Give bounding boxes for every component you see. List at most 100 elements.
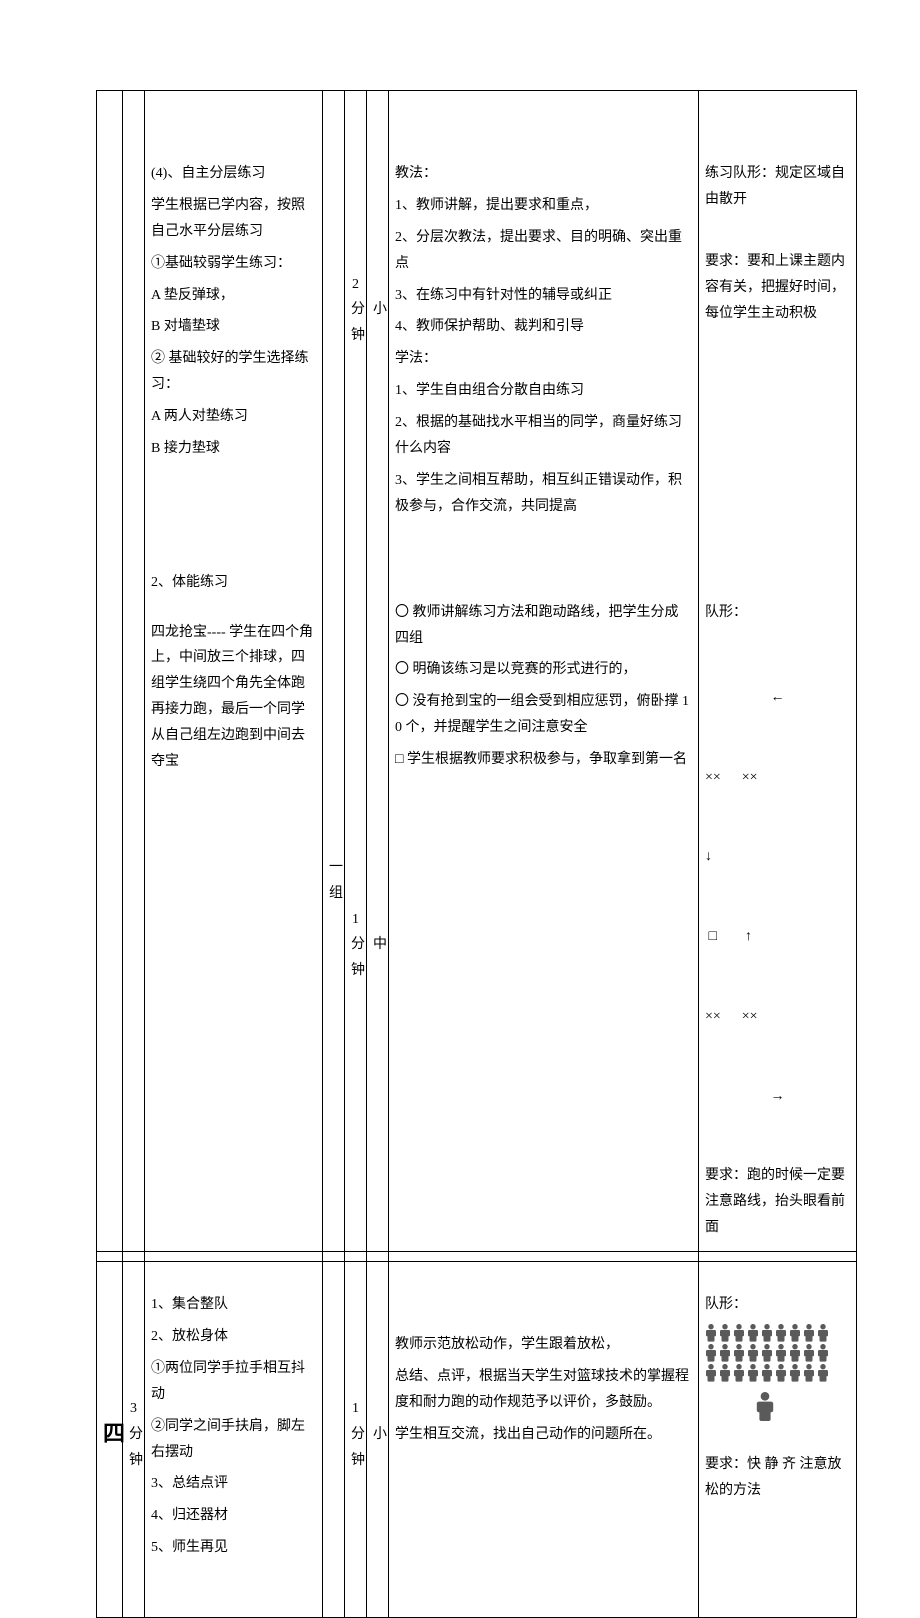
phase-number: 四 [103,1421,125,1446]
person-icon [789,1324,801,1342]
content-text: 2、放松身体 [151,1324,316,1350]
person-icon [761,1344,773,1362]
formation-line: ×× ×× [705,1004,850,1031]
person-icon [775,1344,787,1362]
page: (4)、自主分层练习 学生根据已学内容，按照自己水平分层练习 ①基础较弱学生练习… [0,0,920,1302]
learn-text: 2、根据的基础找水平相当的同学，商量好练习什么内容 [395,410,692,462]
formation-text: 练习队形：规定区域自由散开 [705,161,850,213]
intensity-cell: 小 [367,91,389,530]
intensity-text: 小 [373,297,382,323]
phase-cell: 四 [97,1252,123,1618]
intensity-text: 中 [373,932,382,958]
person-icon [733,1364,745,1382]
intensity-cell: 小 [367,1252,389,1618]
method-text: 4、教师保护帮助、裁判和引导 [395,314,692,340]
person-icon [747,1324,759,1342]
person-icon [761,1364,773,1382]
person-icon [705,1364,717,1382]
person-icon [705,1324,717,1342]
formation-req: 要求：快 静 齐 注意放松的方法 [705,1452,850,1504]
group-cell [323,1252,345,1618]
table-row: 2、体能练习 四龙抢宝---- 学生在四个角上，中间放三个排球，四组学生绕四个角… [97,530,857,1252]
content-text: ①两位同学手拉手相互抖动 [151,1356,316,1408]
person-icon [755,1392,775,1422]
method-cell: 教法： 1、教师讲解，提出要求和重点， 2、分层次教法，提出要求、目的明确、突出… [389,91,699,530]
person-icon [775,1324,787,1342]
content-text: 学生根据已学内容，按照自己水平分层练习 [151,193,316,245]
formation-line: ×× ×× [705,765,850,792]
person-icon [803,1364,815,1382]
content-text: 1、集合整队 [151,1292,316,1318]
person-icon [719,1364,731,1382]
method-cell: 〇 教师讲解练习方法和跑动路线，把学生分成四组 〇 明确该练习是以竞赛的形式进行… [389,530,699,1252]
content-text: ② 基础较好的学生选择练习： [151,346,316,398]
person-icon [775,1364,787,1382]
content-text: A 两人对垫练习 [151,404,316,430]
content-text: ①基础较弱学生练习： [151,251,316,277]
content-text: B 接力垫球 [151,436,316,462]
content-text: 四龙抢宝---- 学生在四个角上，中间放三个排球，四组学生绕四个角先全体跑再接力… [151,620,316,775]
formation-cell: 队形： 要求：快 静 齐 注意放松的方法 [699,1252,857,1618]
person-icon [789,1344,801,1362]
method-text: 2、分层次教法，提出要求、目的明确、突出重点 [395,225,692,277]
formation-title: 队形： [705,1292,850,1318]
method-cell: 教师示范放松动作，学生跟着放松， 总结、点评，根据当天学生对篮球技术的掌握程度和… [389,1252,699,1618]
content-text: 4、归还器材 [151,1503,316,1529]
phase-time-text: 3分钟 [129,1396,138,1474]
method-text: 学生相互交流，找出自己动作的问题所在。 [395,1422,692,1448]
person-icon [817,1324,829,1342]
content-cell: 2、体能练习 四龙抢宝---- 学生在四个角上，中间放三个排球，四组学生绕四个角… [145,530,323,1252]
intensity-cell: 中 [367,530,389,1252]
person-icon [733,1324,745,1342]
people-formation-icon [705,1324,850,1382]
phase-time-cell: 3分钟 [123,1252,145,1618]
content-cell: (4)、自主分层练习 学生根据已学内容，按照自己水平分层练习 ①基础较弱学生练习… [145,91,323,530]
method-text: 1、教师讲解，提出要求和重点， [395,193,692,219]
learn-text: 3、学生之间相互帮助，相互纠正错误动作，积极参与，合作交流，共同提高 [395,468,692,520]
arrow-right-icon: → [705,1084,850,1111]
formation-diagram: ← ×× ×× ↓ □ ↑ ×× ×× → [705,632,850,1164]
person-icon [761,1324,773,1342]
person-icon [803,1344,815,1362]
minutes-text: 1分钟 [351,1396,360,1474]
content-text: A 垫反弹球， [151,283,316,309]
formation-req: 要求：跑的时候一定要注意路线，抬头眼看前面 [705,1163,850,1241]
method-text: 3、在练习中有针对性的辅导或纠正 [395,283,692,309]
formation-cell: 练习队形：规定区域自由散开 要求：要和上课主题内容有关，把握好时间，每位学生主动… [699,91,857,530]
arrow-left-icon: ← [705,685,850,712]
person-icon [817,1344,829,1362]
method-text: 总结、点评，根据当天学生对篮球技术的掌握程度和耐力跑的动作规范予以评价，多鼓励。 [395,1364,692,1416]
method-text: 〇 教师讲解练习方法和跑动路线，把学生分成四组 [395,600,692,652]
group-text: 一组 [329,855,338,907]
table-row: (4)、自主分层练习 学生根据已学内容，按照自己水平分层练习 ①基础较弱学生练习… [97,91,857,530]
intensity-text: 小 [373,1422,382,1448]
person-icon [719,1344,731,1362]
people-row [705,1364,850,1382]
minutes-cell: 2分钟 [345,91,367,530]
formation-line: □ ↑ [705,924,850,951]
group-cell: 一组 [323,91,345,1252]
person-icon [789,1364,801,1382]
lesson-table: (4)、自主分层练习 学生根据已学内容，按照自己水平分层练习 ①基础较弱学生练习… [96,90,857,1618]
person-icon [747,1344,759,1362]
method-text: 〇 没有抢到宝的一组会受到相应惩罚，俯卧撑 10 个，并提醒学生之间注意安全 [395,689,692,741]
content-text: B 对墙垫球 [151,314,316,340]
person-icon [733,1344,745,1362]
formation-req: 要求：要和上课主题内容有关，把握好时间，每位学生主动积极 [705,249,850,327]
minutes-text: 1分钟 [351,907,360,985]
person-icon [719,1324,731,1342]
person-icon [705,1344,717,1362]
phase-time-cell [123,91,145,1252]
method-text: 教师示范放松动作，学生跟着放松， [395,1332,692,1358]
person-icon [803,1324,815,1342]
person-icon [817,1364,829,1382]
content-text: 3、总结点评 [151,1471,316,1497]
method-text: 〇 明确该练习是以竞赛的形式进行的， [395,657,692,683]
table-row: 四 3分钟 1、集合整队 2、放松身体 ①两位同学手拉手相互抖动 ②同学之间手扶… [97,1252,857,1618]
minutes-cell: 1分钟 [345,530,367,1252]
formation-cell: 队形： ← ×× ×× ↓ □ ↑ ×× ×× → 要求：跑的时候一定要注意路线… [699,530,857,1252]
learn-title: 学法： [395,346,692,372]
learn-text: 1、学生自由组合分散自由练习 [395,378,692,404]
arrow-down-icon: ↓ [705,844,850,871]
content-text: ②同学之间手扶肩，脚左右摆动 [151,1414,316,1466]
